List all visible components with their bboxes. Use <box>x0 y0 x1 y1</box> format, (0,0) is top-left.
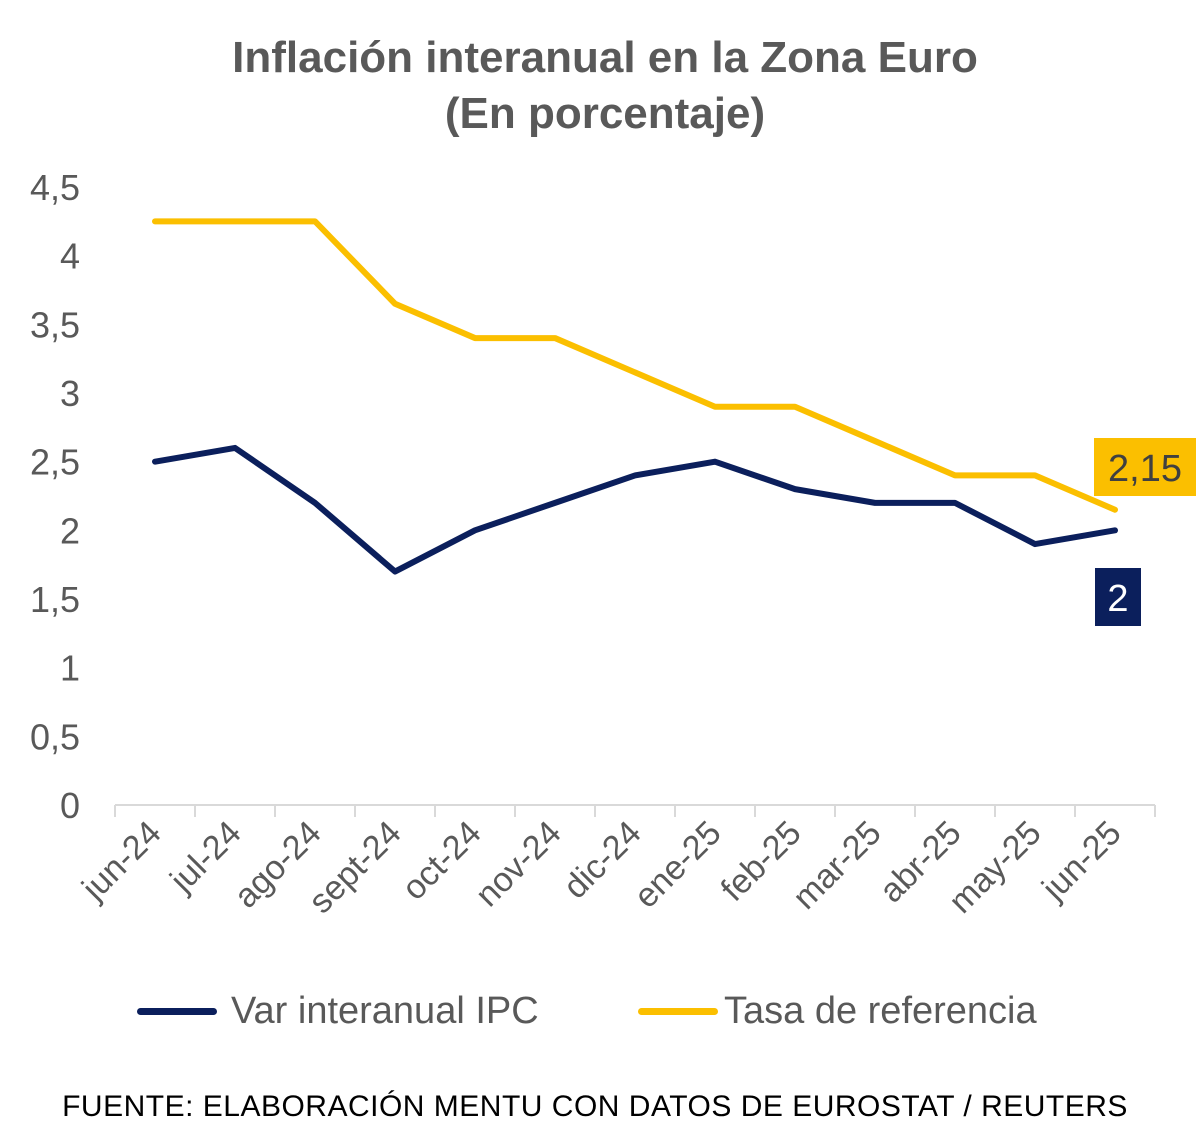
legend-swatch-tasa <box>638 1008 718 1015</box>
y-tick-label: 2 <box>60 510 80 551</box>
line-chart: 00,511,522,533,544,5jun-24jul-24ago-24se… <box>30 167 1196 921</box>
series-line-ipc <box>152 444 1118 575</box>
legend-item-tasa: Tasa de referencia <box>638 990 1037 1033</box>
x-tick-label: ene-25 <box>627 814 729 916</box>
end-label-box-ipc <box>1095 568 1141 626</box>
chart-subtitle: (En porcentaje) <box>444 89 766 138</box>
legend-swatch-ipc <box>137 1008 217 1015</box>
y-tick-label: 2,5 <box>30 442 80 483</box>
end-label-box-tasa <box>1094 438 1196 496</box>
y-tick-label: 4 <box>60 236 80 277</box>
x-tick-label: jun-24 <box>74 814 168 908</box>
y-tick-label: 3 <box>60 373 80 414</box>
source-note: FUENTE: ELABORACIÓN MENTU CON DATOS DE E… <box>62 1090 1128 1123</box>
y-tick-label: 1,5 <box>30 579 80 620</box>
chart-title: Inflación interanual en la Zona Euro <box>232 33 978 82</box>
x-tick-label: mar-25 <box>786 814 889 917</box>
y-tick-label: 0,5 <box>30 716 80 757</box>
y-tick-label: 3,5 <box>30 304 80 345</box>
legend-label-tasa: Tasa de referencia <box>724 990 1037 1032</box>
series-line-tasa <box>152 218 1118 513</box>
x-tick-label: nov-24 <box>468 814 568 914</box>
legend-label-ipc: Var interanual IPC <box>231 990 539 1032</box>
end-label-tasa: 2,15 <box>1108 448 1182 490</box>
y-tick-label: 0 <box>60 785 80 826</box>
y-tick-label: 1 <box>60 648 80 689</box>
legend-item-ipc: Var interanual IPC <box>137 990 539 1033</box>
y-tick-label: 4,5 <box>30 167 80 208</box>
end-label-ipc: 2 <box>1107 578 1128 620</box>
x-tick-label: jun-25 <box>1034 814 1128 908</box>
